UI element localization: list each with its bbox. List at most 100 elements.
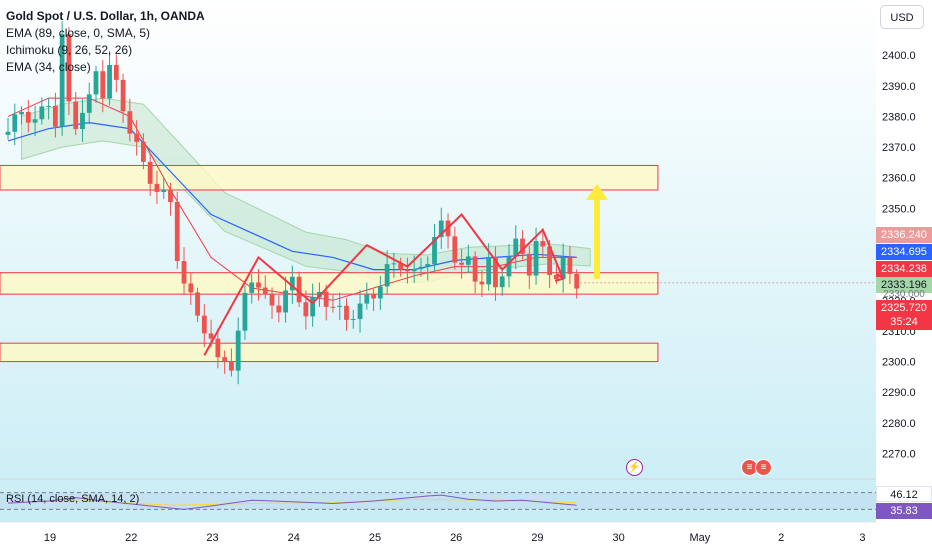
symbol-title[interactable]: Gold Spot / U.S. Dollar, 1h, OANDA [6, 9, 205, 23]
candle [296, 271, 302, 308]
chart-legend: Gold Spot / U.S. Dollar, 1h, OANDA EMA (… [6, 8, 205, 76]
current-price: 2325.720 [881, 302, 927, 314]
candle [472, 251, 478, 294]
time-tick-label: 25 [369, 532, 381, 544]
candle [493, 246, 498, 301]
lightning-icon[interactable]: ⚡ [626, 459, 643, 476]
plot-background [0, 0, 876, 522]
cloud-price-tag: 2333.196 [876, 277, 932, 293]
candle-body [86, 94, 92, 113]
candle-body [5, 131, 11, 135]
candle-body [208, 333, 214, 339]
ema89-price-tag: 2334.695 [876, 244, 932, 260]
candle-body [229, 361, 234, 371]
candle [269, 287, 275, 319]
candle-countdown: 35:24 [890, 316, 918, 328]
price-tick-label: 2270.0 [882, 448, 916, 460]
candle [154, 170, 160, 205]
candle [249, 273, 255, 304]
time-tick-label: 23 [206, 532, 218, 544]
candle [384, 250, 390, 295]
candle [540, 228, 546, 257]
time-tick-label: 29 [531, 532, 543, 544]
candle [289, 265, 295, 304]
candle-body [73, 101, 79, 130]
price-tick-label: 2400.0 [882, 50, 916, 62]
candle-body [438, 220, 444, 238]
candle-body [310, 297, 316, 317]
candle [371, 289, 376, 312]
candle-body [553, 274, 559, 280]
price-tick-label: 2360.0 [882, 173, 916, 185]
pattern-arrowhead [554, 273, 564, 282]
ema89-legend[interactable]: EMA (89, close, 0, SMA, 5) [6, 26, 151, 40]
axis-price-partial: 2330.000 [883, 289, 925, 300]
rsi-legend[interactable]: RSI (14, close, SMA, 14, 2) [6, 493, 140, 505]
candle [59, 21, 65, 136]
candle-body [405, 269, 410, 272]
candle [337, 292, 343, 320]
candle [25, 99, 31, 133]
ichimoku-legend[interactable]: Ichimoku (9, 26, 52, 26) [6, 43, 133, 57]
candle-body [59, 34, 65, 127]
candle [12, 103, 18, 146]
candle-body [107, 64, 112, 99]
candle-body [181, 261, 187, 284]
candle [242, 284, 248, 340]
candle [310, 283, 316, 327]
candle [73, 92, 79, 136]
candle [479, 270, 485, 297]
candle-body [134, 133, 140, 142]
candle [418, 257, 424, 277]
candle-body [486, 256, 492, 285]
candle [425, 256, 431, 281]
candle-body [242, 292, 248, 331]
candle-body [222, 357, 228, 362]
time-tick-label: 30 [613, 532, 625, 544]
candle [46, 98, 52, 120]
candle [52, 92, 58, 138]
candle [93, 66, 99, 103]
target-arrow-head [585, 183, 608, 200]
us-flag-event-icon[interactable]: ≡ [755, 459, 772, 476]
candle [86, 82, 92, 125]
rsi-value-tag: 35.83 [876, 503, 932, 519]
time-tick-label: 3 [859, 532, 865, 544]
candle-body [472, 256, 478, 282]
currency-button[interactable]: USD [880, 5, 924, 29]
candle [201, 304, 207, 348]
candle-body [499, 276, 505, 288]
candle [256, 269, 261, 301]
candle-body [141, 141, 146, 162]
candle [5, 117, 11, 140]
time-tick-label: 24 [288, 532, 300, 544]
time-tick-label: 2 [778, 532, 784, 544]
candle-body [249, 282, 255, 293]
candle [560, 243, 566, 293]
candle-body [188, 283, 194, 293]
candle-body [296, 276, 302, 303]
candle-body [547, 246, 552, 275]
candle-body [337, 305, 343, 307]
candle-body [459, 262, 464, 265]
candle-body [39, 106, 45, 120]
price-tick-label: 2300.0 [882, 357, 916, 369]
candle [276, 295, 282, 323]
candle [405, 257, 410, 284]
ema34-legend[interactable]: EMA (34, close) [6, 60, 91, 74]
price-tick-label: 2290.0 [882, 387, 916, 399]
time-tick-label: 22 [125, 532, 137, 544]
candle-body [371, 294, 376, 299]
candle-body [168, 189, 173, 202]
candle [262, 275, 268, 299]
candle-body [344, 305, 349, 320]
candle [452, 226, 458, 270]
candle-body [350, 318, 356, 320]
candle-body [411, 269, 417, 272]
candle-body [289, 276, 295, 291]
time-tick-label: May [690, 532, 711, 544]
time-axis-background [0, 522, 876, 550]
candle [174, 192, 180, 270]
candle-body [567, 257, 573, 274]
